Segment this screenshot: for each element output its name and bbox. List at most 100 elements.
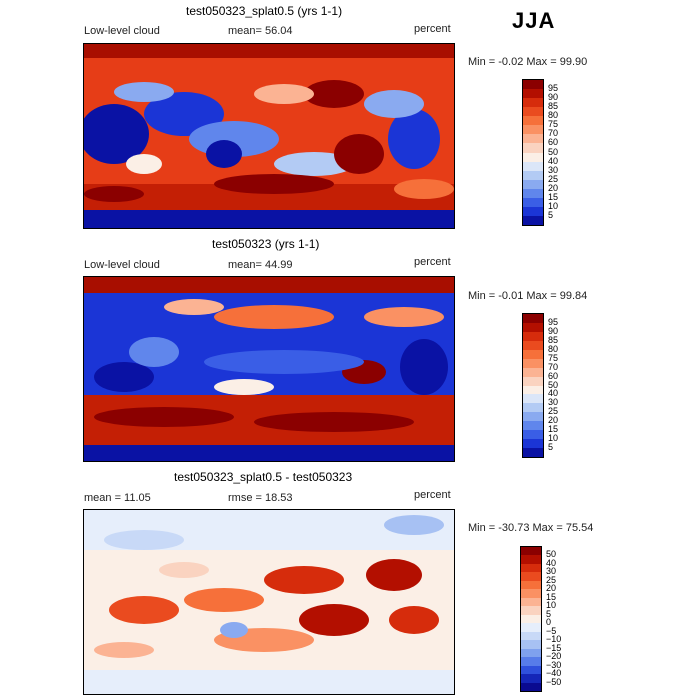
panel2-map bbox=[83, 276, 455, 462]
colorbar-segment bbox=[521, 589, 541, 598]
colorbar-tick-label: 75 bbox=[548, 119, 559, 130]
colorbar-segment bbox=[521, 623, 541, 632]
colorbar-segment bbox=[521, 614, 541, 624]
colorbar-segment bbox=[521, 606, 541, 615]
panel3-title: test050323_splat0.5 - test050323 bbox=[174, 470, 353, 484]
colorbar-tick-label: 50 bbox=[548, 379, 559, 390]
panel1-title: test050323_splat0.5 (yrs 1-1) bbox=[186, 4, 343, 18]
colorbar-segment bbox=[523, 376, 543, 386]
colorbar-tick-label: 95 bbox=[548, 316, 559, 327]
colorbar-segment bbox=[523, 161, 543, 171]
colorbar-tick-label: 50 bbox=[548, 146, 559, 157]
colorbar-segment bbox=[523, 107, 543, 117]
colorbar-tick-label: 15 bbox=[548, 191, 559, 202]
panel1-minmax-label: Min = -0.02 Max = 99.90 bbox=[468, 56, 588, 68]
colorbar-tick-label: 5 bbox=[546, 608, 552, 619]
colorbar-tick-label: 5 bbox=[548, 209, 554, 220]
colorbar-segment bbox=[523, 421, 543, 431]
colorbar-segment bbox=[523, 116, 543, 126]
colorbar-segment bbox=[523, 206, 543, 216]
colorbar-segment bbox=[523, 179, 543, 189]
colorbar-segment bbox=[523, 143, 543, 153]
colorbar-segment bbox=[523, 367, 543, 377]
season-label: JJA bbox=[512, 8, 556, 33]
colorbar-tick-label: 40 bbox=[546, 557, 557, 568]
colorbar-segment bbox=[521, 631, 541, 641]
panel2-mean-label: mean= 44.99 bbox=[228, 259, 293, 271]
colorbar-segment bbox=[523, 98, 543, 108]
colorbar-tick-label: −50 bbox=[546, 676, 562, 687]
colorbar-tick-label: −10 bbox=[546, 634, 562, 645]
colorbar-tick-label: 25 bbox=[546, 574, 557, 585]
colorbar-segment bbox=[523, 89, 543, 99]
colorbar-segment bbox=[523, 331, 543, 341]
colorbar-tick-label: 10 bbox=[548, 433, 559, 444]
colorbar-segment bbox=[523, 170, 543, 180]
colorbar-tick-label: 0 bbox=[546, 617, 552, 628]
colorbar-tick-label: −20 bbox=[546, 651, 562, 662]
colorbar-segment bbox=[521, 580, 541, 590]
panel3-units-label: percent bbox=[414, 489, 451, 501]
panel3-minmax-label: Min = -30.73 Max = 75.54 bbox=[468, 522, 594, 534]
colorbar-segment bbox=[521, 563, 541, 573]
colorbar-segment bbox=[521, 547, 541, 556]
colorbar-segment bbox=[523, 80, 543, 90]
colorbar-tick-label: 10 bbox=[546, 600, 557, 611]
panel2-units-label: percent bbox=[414, 256, 451, 268]
panel1-mean-label: mean= 56.04 bbox=[228, 25, 293, 37]
colorbar-tick-label: 70 bbox=[548, 361, 559, 372]
colorbar-segment bbox=[523, 439, 543, 449]
colorbar-tick-label: 15 bbox=[546, 591, 557, 602]
colorbar-tick-label: 5 bbox=[548, 442, 554, 453]
colorbar-tick-label: −5 bbox=[546, 625, 557, 636]
colorbar-segment bbox=[521, 665, 541, 675]
colorbar-segment bbox=[523, 394, 543, 404]
colorbar-tick-label: 25 bbox=[548, 173, 559, 184]
colorbar-segment bbox=[523, 358, 543, 368]
colorbar-segment bbox=[521, 657, 541, 666]
panel1-colorbar bbox=[522, 79, 544, 226]
colorbar-segment bbox=[521, 674, 541, 683]
colorbar-tick-label: 10 bbox=[548, 200, 559, 211]
colorbar-tick-label: 20 bbox=[546, 583, 557, 594]
colorbar-segment bbox=[523, 349, 543, 359]
panel3-mean-label: mean = 11.05 bbox=[84, 492, 151, 504]
colorbar-tick-label: 90 bbox=[548, 325, 559, 336]
colorbar-segment bbox=[523, 152, 543, 162]
panel2-minmax-label: Min = -0.01 Max = 99.84 bbox=[468, 290, 588, 302]
colorbar-segment bbox=[521, 640, 541, 649]
colorbar-segment bbox=[521, 597, 541, 607]
colorbar-tick-label: 85 bbox=[548, 334, 559, 345]
panel3-colorbar bbox=[520, 546, 542, 692]
colorbar-tick-label: 30 bbox=[548, 397, 559, 408]
colorbar-tick-label: 95 bbox=[548, 83, 559, 94]
colorbar-segment bbox=[523, 125, 543, 135]
colorbar-segment bbox=[523, 340, 543, 350]
panel3-map-field bbox=[84, 510, 454, 694]
colorbar-tick-label: 60 bbox=[548, 370, 559, 381]
panel2-left-label: Low-level cloud bbox=[84, 259, 160, 271]
colorbar-tick-label: 25 bbox=[548, 406, 559, 417]
colorbar-tick-label: −40 bbox=[546, 668, 562, 679]
panel1-map-field bbox=[84, 44, 454, 228]
colorbar-segment bbox=[521, 555, 541, 564]
colorbar-segment bbox=[523, 215, 543, 225]
colorbar-segment bbox=[523, 197, 543, 207]
colorbar-segment bbox=[523, 314, 543, 323]
panel1-map bbox=[83, 43, 455, 229]
colorbar-tick-label: 80 bbox=[548, 343, 559, 354]
colorbar-tick-label: 60 bbox=[548, 137, 559, 148]
colorbar-segment bbox=[521, 648, 541, 658]
colorbar-segment bbox=[523, 403, 543, 413]
colorbar-segment bbox=[523, 385, 543, 395]
colorbar-segment bbox=[523, 134, 543, 144]
colorbar-tick-label: 40 bbox=[548, 155, 559, 166]
colorbar-tick-label: −30 bbox=[546, 659, 562, 670]
colorbar-tick-label: 15 bbox=[548, 424, 559, 435]
panel3-rmse-label: rmse = 18.53 bbox=[228, 492, 293, 504]
colorbar-segment bbox=[523, 188, 543, 198]
colorbar-segment bbox=[523, 322, 543, 332]
colorbar-segment bbox=[523, 412, 543, 422]
colorbar-tick-label: 80 bbox=[548, 110, 559, 121]
panel2-title: test050323 (yrs 1-1) bbox=[212, 237, 320, 251]
